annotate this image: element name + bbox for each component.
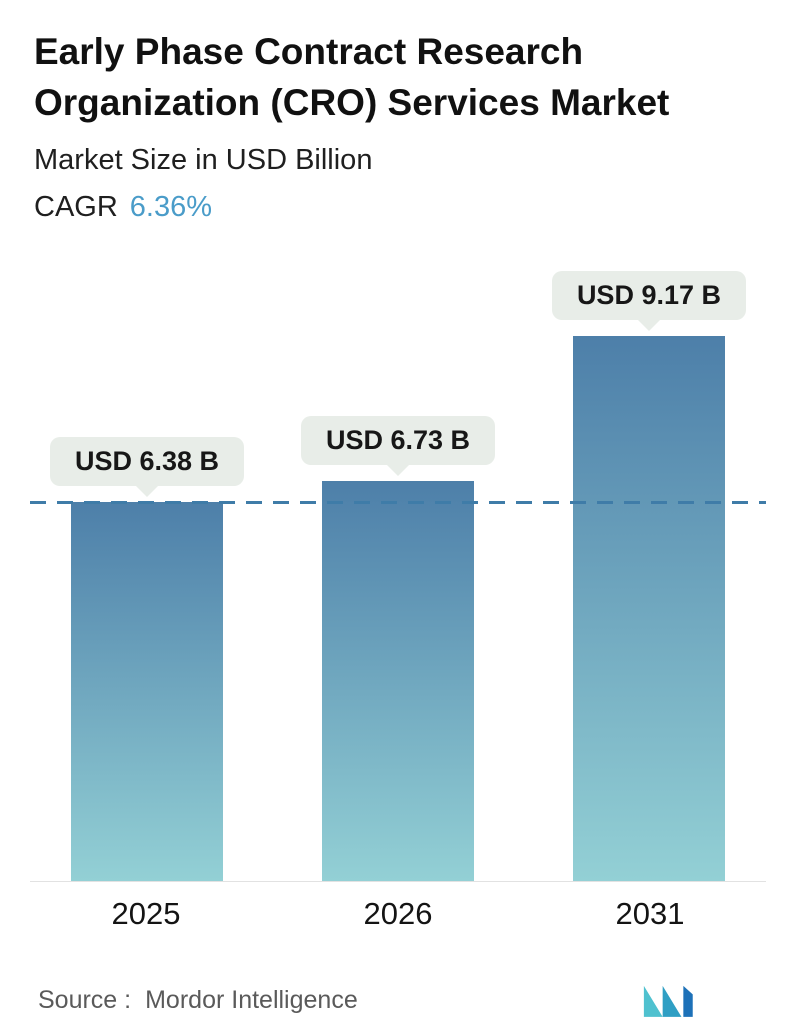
badge-pointer [135,485,160,498]
bar [572,336,725,882]
cagr-label: CAGR [34,191,118,224]
bar-column: USD 9.17 B [551,271,746,882]
bar-column: USD 6.73 B [300,416,496,882]
source-attribution: Source : Mordor Intelligence [38,986,358,1015]
page-title: Early Phase Contract Research Organizati… [34,31,670,124]
x-axis-label: 2025 [111,896,181,932]
plot-area: USD 6.38 B USD 6.73 B USD 9.17 B [30,271,766,883]
reference-dashed-line [30,501,766,505]
bar [71,502,224,882]
bar [322,481,474,882]
cagr-value: 6.36% [129,191,213,224]
chart-subtitle: Market Size in USD Billion [34,144,373,177]
x-axis-label: 2031 [615,896,685,932]
bar-chart: USD 6.38 B USD 6.73 B USD 9.17 B 2025 2026 2… [30,271,766,932]
header: Early Phase Contract Research Organizati… [0,0,796,224]
footer: Source : Mordor Intelligence [38,980,704,1020]
x-axis: 2025 2026 2031 [30,882,766,932]
badge-pointer [636,319,661,332]
value-label-badge: USD 6.38 B [50,437,245,487]
x-axis-label: 2026 [363,896,433,932]
value-label-badge: USD 9.17 B [551,271,746,321]
source-value: Mordor Intelligence [145,985,358,1014]
badge-pointer [386,464,410,477]
mordor-intelligence-logo [643,986,693,1018]
value-label-badge: USD 6.73 B [300,416,496,466]
source-label: Source : [38,985,132,1014]
cagr-line: CAGR 6.36% [34,191,762,224]
bar-column: USD 6.38 B [50,437,245,882]
